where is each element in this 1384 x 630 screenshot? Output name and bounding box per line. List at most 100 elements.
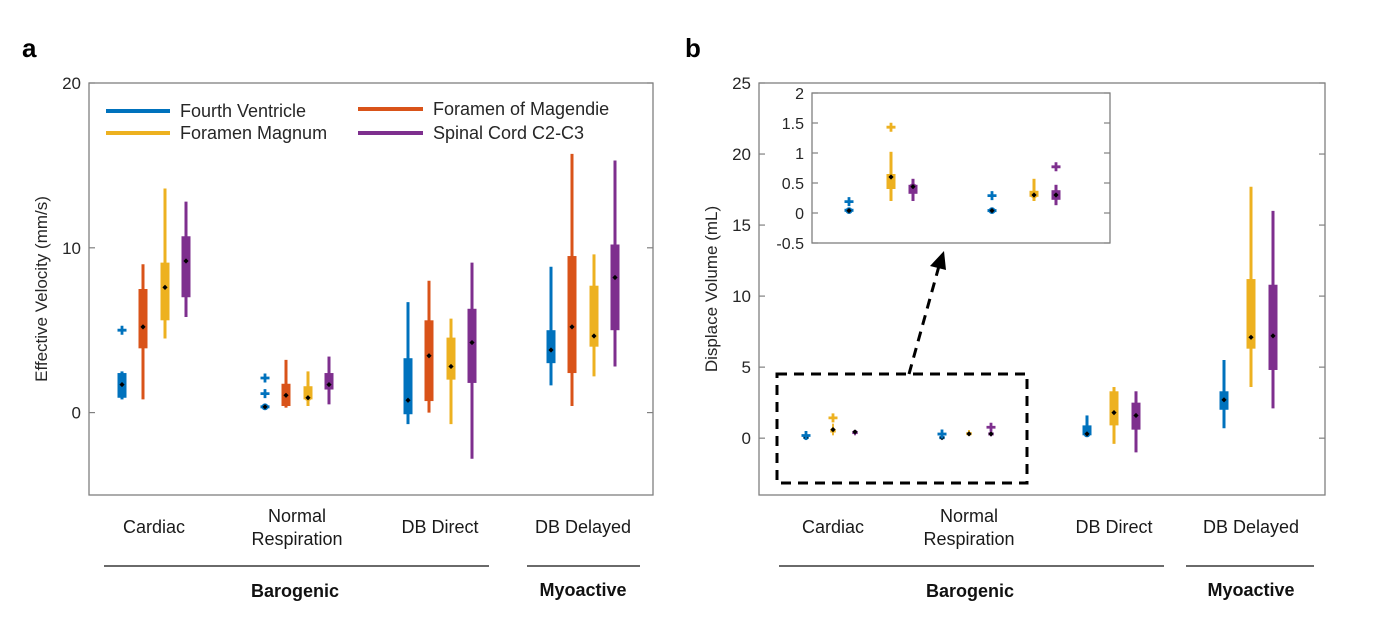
legend-label-foramen-of-magendie: Foramen of Magendie <box>433 99 609 119</box>
panel-a-foramen-magnum-normal-respiration-median-marker <box>305 395 311 401</box>
panel-b-foramen-magnum-cardiac-median-marker <box>830 427 836 433</box>
panel-a-category-normal-line2: Respiration <box>251 529 342 549</box>
inset-y-tick-label: 0 <box>795 206 804 223</box>
panel-a-foramen-magnum-cardiac-box <box>160 262 170 321</box>
panel-b-boxes <box>801 186 1278 453</box>
inset-y-tick-label: 0.5 <box>782 176 804 193</box>
inset-foramen-magnum-cardiac-box <box>886 174 896 189</box>
inset-spinal-cord-c2-c3-normal-respiration-outlier-0 <box>1051 162 1061 172</box>
inset-foramen-magnum-cardiac-median-marker <box>888 174 894 180</box>
inset-boxes <box>844 122 1061 215</box>
panel-b-axes-box <box>758 82 1326 496</box>
inset-y-ticks: -0.5 0 0.5 1 1.5 2 <box>776 86 1110 253</box>
panel-b-y-tick-label: 15 <box>732 216 751 235</box>
inset-y-tick-label: -0.5 <box>776 236 804 253</box>
panel-b-fourth-ventricle-cardiac-outlier-0 <box>801 430 811 440</box>
panel-a-y-ticks: 0 10 20 <box>62 74 653 423</box>
panel-a-foramen-of-magendie-db-direct-box <box>424 320 434 402</box>
inset-fourth-ventricle-cardiac-outlier-0 <box>844 197 854 207</box>
panel-b-category-normal-line1: Normal <box>940 506 998 526</box>
panel-a-foramen-of-magendie-db-delayed-box <box>567 256 577 374</box>
panel-b-spinal-cord-c2-c3-normal-respiration-median-marker <box>988 431 994 437</box>
panel-a-group-myoactive: Myoactive <box>539 580 626 600</box>
panel-b-category-db-delayed: DB Delayed <box>1203 517 1299 537</box>
panel-b-foramen-magnum-db-direct-median-marker <box>1111 410 1117 416</box>
panel-a-category-db-delayed: DB Delayed <box>535 517 631 537</box>
panel-a-category-normal-line1: Normal <box>268 506 326 526</box>
panel-b-y-tick-label: 25 <box>732 74 751 93</box>
panel-a-axes-box <box>88 82 654 496</box>
panel-b-y-axis-label: Displace Volume (mL) <box>702 206 721 372</box>
inset-fourth-ventricle-normal-respiration-median-marker <box>989 208 995 214</box>
panel-b-spinal-cord-c2-c3-db-delayed-median-marker <box>1270 333 1276 339</box>
panel-b-fourth-ventricle-db-direct-median-marker <box>1084 431 1090 437</box>
panel-b-spinal-cord-c2-c3-db-delayed-box <box>1268 284 1278 370</box>
inset-y-tick-label: 1.5 <box>782 116 804 133</box>
panel-b-foramen-magnum-db-delayed-median-marker <box>1248 334 1254 340</box>
legend-label-spinal-cord: Spinal Cord C2-C3 <box>433 123 584 143</box>
zoom-region-box <box>775 372 1029 485</box>
panel-a-spinal-cord-c2-c3-cardiac-median-marker <box>183 258 189 264</box>
panel-a-foramen-magnum-db-direct-box <box>446 337 456 380</box>
panel-b-category-normal-line2: Respiration <box>923 529 1014 549</box>
panel-a-boxes <box>117 153 620 459</box>
panel-a-fourth-ventricle-normal-respiration-median-marker <box>262 404 268 410</box>
panel-b-y-tick-label: 10 <box>732 287 751 306</box>
inset-y-tick-label: 2 <box>795 86 804 103</box>
panel-a-foramen-magnum-cardiac-median-marker <box>162 284 168 290</box>
panel-a-category-db-direct: DB Direct <box>401 517 478 537</box>
panel-b-foramen-magnum-db-delayed-box <box>1246 279 1256 349</box>
inset-foramen-magnum-normal-respiration-median-marker <box>1031 192 1037 198</box>
panel-a-y-tick-label: 20 <box>62 74 81 93</box>
panel-a-fourth-ventricle-normal-respiration-outlier-0 <box>260 389 270 399</box>
panel-a-foramen-of-magendie-cardiac-box <box>138 289 148 349</box>
panel-a-fourth-ventricle-db-direct-box <box>403 358 413 415</box>
panel-a-foramen-magnum-db-delayed-box <box>589 285 599 347</box>
panel-b-fourth-ventricle-db-delayed-median-marker <box>1221 397 1227 403</box>
inset-fourth-ventricle-normal-respiration-outlier-0 <box>987 191 997 201</box>
panel-b-chart: 0 5 10 15 20 25 Displace Volume (mL) -0.5 0 0.5… <box>702 74 1326 601</box>
panel-a-foramen-magnum-db-direct-median-marker <box>448 363 454 370</box>
panel-b-fourth-ventricle-normal-respiration-outlier-0 <box>937 429 947 439</box>
zoom-arrow-head-icon <box>930 251 946 270</box>
panel-a-foramen-magnum-normal-respiration-box <box>303 386 313 400</box>
panel-a-spinal-cord-c2-c3-db-delayed-median-marker <box>612 274 618 281</box>
panel-a-fourth-ventricle-normal-respiration-outlier-1 <box>260 373 270 383</box>
panel-b-spinal-cord-c2-c3-cardiac-median-marker <box>852 429 858 435</box>
panel-a-group-barogenic: Barogenic <box>251 581 339 601</box>
panel-a-y-tick-label: 0 <box>72 404 81 423</box>
panel-a-foramen-of-magendie-cardiac-median-marker <box>140 324 146 330</box>
panel-a-spinal-cord-c2-c3-db-direct-median-marker <box>469 339 475 346</box>
inset-axes-box <box>811 92 1111 244</box>
inset-foramen-magnum-cardiac-outlier-0 <box>886 122 896 132</box>
panel-a-fourth-ventricle-cardiac-median-marker <box>119 381 125 388</box>
panel-a-foramen-of-magendie-db-direct-median-marker <box>426 353 432 359</box>
panel-b-category-cardiac: Cardiac <box>802 517 864 537</box>
panel-b-y-tick-label: 20 <box>732 145 751 164</box>
inset-fourth-ventricle-cardiac-median-marker <box>846 208 852 214</box>
panel-b-category-db-direct: DB Direct <box>1075 517 1152 537</box>
panel-b-group-barogenic: Barogenic <box>926 581 1014 601</box>
panel-a-fourth-ventricle-db-delayed-median-marker <box>548 347 554 353</box>
panel-a-spinal-cord-c2-c3-db-delayed-box <box>610 244 620 331</box>
inset-spinal-cord-c2-c3-cardiac-median-marker <box>910 184 916 190</box>
panel-b-foramen-magnum-db-direct-box <box>1109 391 1119 426</box>
legend-label-foramen-magnum: Foramen Magnum <box>180 123 327 143</box>
legend-label-fourth-ventricle: Fourth Ventricle <box>180 101 306 121</box>
panel-a-spinal-cord-c2-c3-cardiac-box <box>181 236 191 298</box>
panel-a-foramen-of-magendie-normal-respiration-median-marker <box>283 392 289 398</box>
panel-a-category-cardiac: Cardiac <box>123 517 185 537</box>
panel-b-spinal-cord-c2-c3-normal-respiration-outlier-0 <box>986 422 996 432</box>
panel-a-spinal-cord-c2-c3-normal-respiration-median-marker <box>326 381 332 388</box>
panel-label-a: a <box>22 33 37 63</box>
panel-b-y-tick-label: 0 <box>742 429 751 448</box>
panel-b-foramen-magnum-cardiac-outlier-0 <box>828 413 838 423</box>
panel-a-y-tick-label: 10 <box>62 239 81 258</box>
panel-a-y-axis-label: Effective Velocity (mm/s) <box>32 196 51 382</box>
panel-label-b: b <box>685 33 701 63</box>
panel-b-y-tick-label: 5 <box>742 358 751 377</box>
inset-y-tick-label: 1 <box>795 146 804 163</box>
panel-b-fourth-ventricle-db-direct-box <box>1082 425 1092 436</box>
